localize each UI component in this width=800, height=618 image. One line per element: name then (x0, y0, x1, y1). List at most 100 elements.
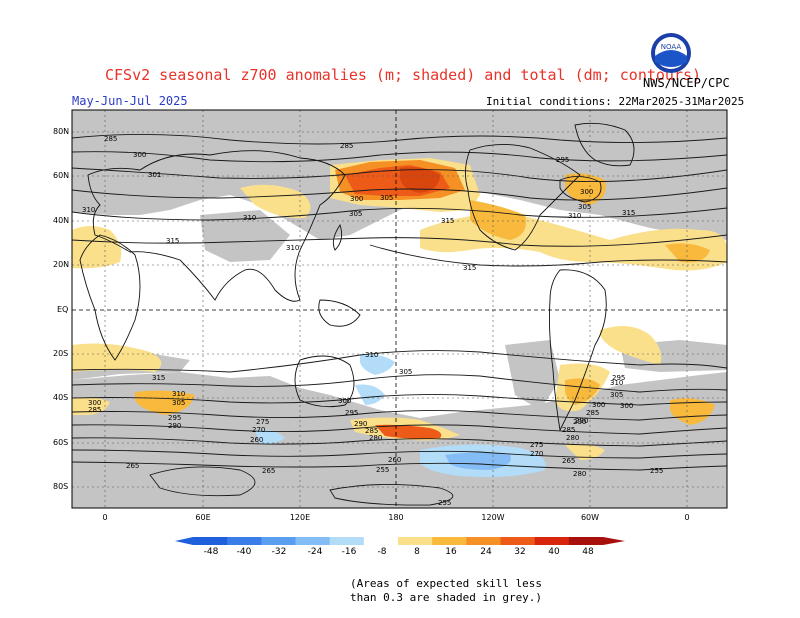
colorbar-left-arrow (175, 537, 193, 545)
contour-label: 295 (612, 374, 625, 382)
contour-label: 300 (580, 188, 593, 196)
contour-label: 265 (126, 462, 139, 470)
contour-label: 310 (365, 351, 378, 359)
lon-label: 0 (684, 513, 690, 522)
contour-label: 290 (354, 420, 367, 428)
contour-label: 305 (399, 368, 412, 376)
lon-label: 120E (289, 513, 311, 522)
contour-label: 295 (556, 156, 569, 164)
contour-label: 305 (610, 391, 623, 399)
contour-label: 295 (345, 409, 358, 417)
colorbar-swatch (568, 537, 604, 545)
colorbar-label: 16 (445, 547, 457, 557)
colorbar-swatch (500, 537, 536, 545)
contour-label: 310 (610, 379, 623, 387)
contour-label: 310 (172, 390, 185, 398)
contour-label: 260 (250, 436, 263, 444)
colorbar-label: -40 (236, 547, 252, 557)
contour-label: 290 (575, 417, 588, 425)
colorbar-segments (193, 537, 604, 545)
colorbar-swatch (534, 537, 570, 545)
contour-label: 285 (586, 409, 599, 417)
contour-label: 305 (380, 194, 393, 202)
contour-label: 290 (168, 422, 181, 430)
colorbar-label: 8 (414, 547, 420, 557)
lon-label: 0 (102, 513, 108, 522)
contour-label: 270 (530, 450, 543, 458)
lon-label: 120W (481, 513, 505, 522)
lat-label: EQ (57, 305, 69, 314)
lon-label: 180 (388, 513, 404, 522)
contour-label: 310 (568, 212, 581, 220)
contour-label: 255 (376, 466, 389, 474)
contour-label: 300 (350, 195, 363, 203)
contour-label: 280 (573, 470, 586, 478)
contour-label: 300 (338, 397, 351, 405)
contour-label: 285 (104, 135, 117, 143)
figure-title: CFSv2 seasonal z700 anomalies (m; shaded… (105, 66, 702, 84)
contour-label: 300 (88, 399, 101, 407)
contour-label: 265 (562, 457, 575, 465)
map-frame (71, 109, 728, 509)
colorbar-swatch (398, 537, 433, 545)
colorbar-label: -8 (377, 547, 387, 557)
contour-label-group: 285 285 300 301 295 300 305 310 300 305 … (82, 135, 663, 507)
contour-label: 285 (562, 426, 575, 434)
skill-note-line: than 0.3 are shaded in grey.) (350, 591, 543, 604)
skill-note-line: (Areas of expected skill less (350, 577, 543, 590)
contour-label: 255 (650, 467, 663, 475)
lat-label: 40S (53, 393, 69, 402)
colorbar-right-arrow (603, 537, 625, 545)
agency-label: NWS/NCEP/CPC (643, 76, 730, 90)
contour-label: 305 (172, 399, 185, 407)
lat-label: 80N (53, 127, 70, 136)
logo-text: NOAA (661, 43, 682, 51)
colorbar-swatch (466, 537, 501, 545)
initial-conditions: Initial conditions: 22Mar2025-31Mar2025 (486, 95, 745, 108)
contour-label: 275 (530, 441, 543, 449)
colorbar-label: -24 (307, 547, 323, 557)
lat-label: 20S (53, 349, 69, 358)
colorbar-label: -32 (271, 547, 287, 557)
contour-label: 290 (573, 418, 586, 426)
lon-label: 60W (580, 513, 600, 522)
contour-label: 280 (369, 434, 382, 442)
colorbar-label: 24 (480, 547, 492, 557)
contour-label: 285 (365, 427, 378, 435)
colorbar-label: 48 (582, 547, 594, 557)
contour-label: 315 (441, 217, 454, 225)
colorbar-swatch (227, 537, 262, 545)
contour-label: 280 (566, 434, 579, 442)
skill-note: (Areas of expected skill less than 0.3 a… (350, 577, 542, 605)
lat-label: 40N (53, 216, 70, 225)
contour-label: 310 (82, 206, 95, 214)
lat-label: 20N (53, 260, 70, 269)
contour-label: 305 (578, 203, 591, 211)
lat-label: 80S (53, 482, 69, 491)
contour-label: 310 (243, 214, 256, 222)
height-contours (72, 133, 727, 506)
negative-anomalies (255, 354, 546, 478)
noaa-logo: NOAA (651, 33, 691, 73)
contour-label: 315 (166, 237, 179, 245)
contour-label: 300 (133, 151, 146, 159)
forecast-period: May-Jun-Jul 2025 (72, 94, 188, 108)
contour-label: 315 (463, 264, 476, 272)
colorbar-label: 32 (514, 547, 526, 557)
colorbar-swatch (329, 537, 365, 545)
lat-label: 60N (53, 171, 70, 180)
contour-label: 260 (388, 456, 401, 464)
contour-label: 285 (340, 142, 353, 150)
contour-label: 295 (168, 414, 181, 422)
contour-label: 275 (256, 418, 269, 426)
lat-label: 60S (53, 438, 69, 447)
colorbar-swatch (432, 537, 467, 545)
colorbar-swatch (193, 537, 228, 545)
colorbar-label: -16 (341, 547, 357, 557)
contour-label: 255 (438, 499, 451, 507)
contour-label: 300 (620, 402, 633, 410)
contour-label: 315 (622, 209, 635, 217)
colorbar-label: 40 (548, 547, 560, 557)
coastlines (79, 122, 635, 432)
